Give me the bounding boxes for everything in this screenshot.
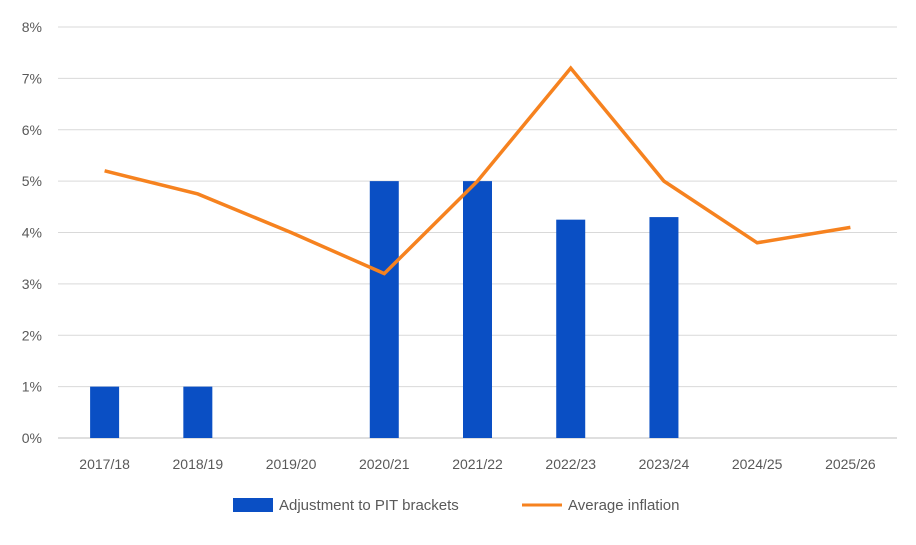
y-tick-label: 4% [22,225,42,241]
y-tick-label: 1% [22,379,42,395]
legend: Adjustment to PIT brackets Average infla… [233,497,679,514]
bar [183,386,213,438]
x-tick-label: 2019/20 [266,456,317,472]
x-tick-label: 2022/23 [545,456,596,472]
bar [90,386,120,438]
x-tick-label: 2023/24 [639,456,690,472]
x-axis-ticks: 2017/18 2018/19 2019/20 2020/21 2021/22 2022/… [79,456,876,472]
x-tick-label: 2017/18 [79,456,130,472]
x-tick-label: 2024/25 [732,456,783,472]
bar [369,181,399,438]
bar [649,217,679,438]
bar [463,181,492,438]
x-tick-label: 2025/26 [825,456,876,472]
line-series [104,65,851,276]
y-tick-label: 8% [22,19,42,35]
legend-label-line: Average inflation [568,497,679,514]
y-tick-label: 3% [22,276,42,292]
y-tick-label: 6% [22,122,42,138]
legend-swatch-bar [233,498,273,512]
y-tick-label: 7% [22,70,42,86]
y-tick-label: 2% [22,327,42,343]
legend-label-bar: Adjustment to PIT brackets [279,497,459,514]
bar [556,219,586,438]
y-tick-label: 0% [22,430,42,446]
x-tick-label: 2018/19 [173,456,224,472]
y-axis-ticks: 0% 1% 2% 3% 4% 5% 6% 7% 8% [22,19,42,446]
bar-series [90,181,679,438]
x-tick-label: 2021/22 [452,456,503,472]
y-tick-label: 5% [22,173,42,189]
x-tick-label: 2020/21 [359,456,410,472]
line-path [104,65,851,276]
